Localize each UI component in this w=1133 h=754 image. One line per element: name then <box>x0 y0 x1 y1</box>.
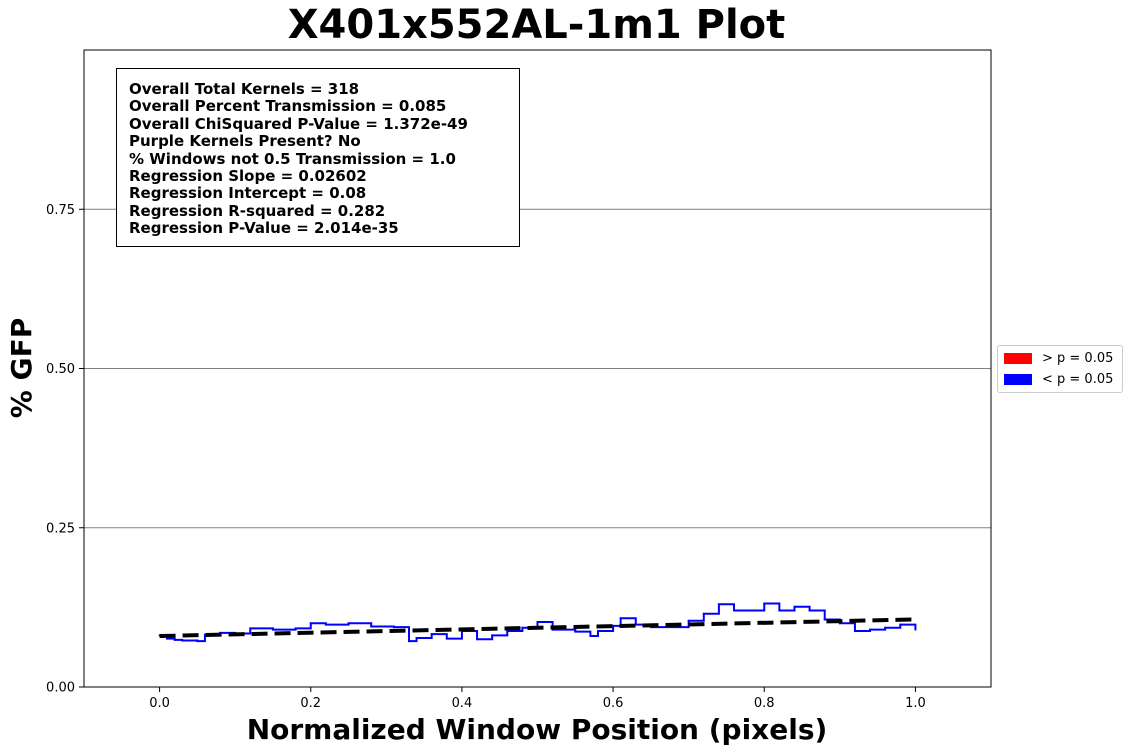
x-tick-label: 0.0 <box>149 696 170 711</box>
data-point <box>506 629 509 632</box>
x-tick-label: 0.4 <box>452 696 473 711</box>
stat-regression-r-squared: Regression R-squared = 0.282 <box>129 201 386 220</box>
data-point <box>309 622 312 625</box>
data-point <box>415 636 418 639</box>
x-tick-label: 0.6 <box>603 696 624 711</box>
data-point <box>589 635 592 638</box>
legend-swatch-blue <box>1004 373 1032 385</box>
data-point <box>249 627 252 630</box>
statistics-annotation-box: Overall Total Kernels = 318 Overall Perc… <box>116 68 520 247</box>
stat-purple-kernels: Purple Kernels Present? No <box>129 132 361 151</box>
data-point <box>181 639 184 642</box>
data-point <box>687 619 690 622</box>
data-point <box>733 609 736 612</box>
stat-percent-transmission: Overall Percent Transmission = 0.085 <box>129 97 447 116</box>
data-point <box>853 629 856 632</box>
data-point <box>748 609 751 612</box>
data-point <box>793 605 796 608</box>
series-layer <box>158 602 917 643</box>
data-point <box>347 622 350 625</box>
data-point <box>430 633 433 636</box>
x-tick-label: 0.8 <box>754 696 775 711</box>
y-tick-label: 0.50 <box>46 362 75 377</box>
data-point <box>869 628 872 631</box>
data-point <box>166 637 169 640</box>
stat-total-kernels: Overall Total Kernels = 318 <box>129 80 360 98</box>
x-axis-label: Normalized Window Position (pixels) <box>247 713 828 746</box>
legend-label-not-significant: > p = 0.05 <box>1042 350 1114 366</box>
data-point <box>445 637 448 640</box>
data-point <box>823 618 826 621</box>
data-point <box>808 609 811 612</box>
x-tick-label: 1.0 <box>905 696 926 711</box>
data-point <box>370 625 373 628</box>
legend-item-not-significant: > p = 0.05 <box>1004 350 1114 366</box>
gridlines <box>84 208 991 529</box>
y-tick-label: 0.25 <box>46 521 75 536</box>
data-point <box>619 617 622 620</box>
chart-title: X401x552AL-1m1 Plot <box>287 2 786 48</box>
stat-regression-p-value: Regression P-Value = 2.014e-35 <box>129 219 399 238</box>
data-point <box>914 628 917 631</box>
data-point <box>763 602 766 605</box>
data-point <box>203 633 206 636</box>
legend-label-significant: < p = 0.05 <box>1042 371 1114 387</box>
data-point <box>392 626 395 629</box>
data-point <box>702 612 705 615</box>
stat-windows-not-half: % Windows not 0.5 Transmission = 1.0 <box>129 149 456 168</box>
y-axis-label: % GFP <box>5 318 38 418</box>
data-point <box>899 623 902 626</box>
data-point <box>196 640 199 643</box>
axis-ticks: 0.0 0.2 0.4 0.6 0.8 1.0 0.00 0.25 0.50 0.75 <box>46 203 926 711</box>
data-point <box>612 624 615 627</box>
x-tick-label: 0.2 <box>300 696 321 711</box>
data-point <box>884 626 887 629</box>
data-point <box>476 638 479 641</box>
legend-swatch-red <box>1004 352 1032 364</box>
data-point <box>491 634 494 637</box>
legend-item-significant: < p = 0.05 <box>1004 371 1114 387</box>
y-tick-label: 0.00 <box>46 681 75 696</box>
data-point <box>408 640 411 643</box>
stat-chisquared-p-value: Overall ChiSquared P-Value = 1.372e-49 <box>129 114 468 133</box>
stat-regression-slope: Regression Slope = 0.02602 <box>129 167 367 186</box>
data-point <box>596 629 599 632</box>
regression-line <box>159 617 916 639</box>
stat-regression-intercept: Regression Intercept = 0.08 <box>129 184 367 203</box>
data-point <box>717 603 720 606</box>
y-tick-label: 0.75 <box>46 203 75 218</box>
data-point <box>324 623 327 626</box>
data-point <box>521 626 524 629</box>
data-point <box>271 628 274 631</box>
legend: > p = 0.05 < p = 0.05 <box>997 345 1123 393</box>
data-point <box>173 638 176 641</box>
data-point <box>294 627 297 630</box>
data-point <box>778 609 781 612</box>
data-point <box>574 630 577 633</box>
data-point <box>536 621 539 624</box>
